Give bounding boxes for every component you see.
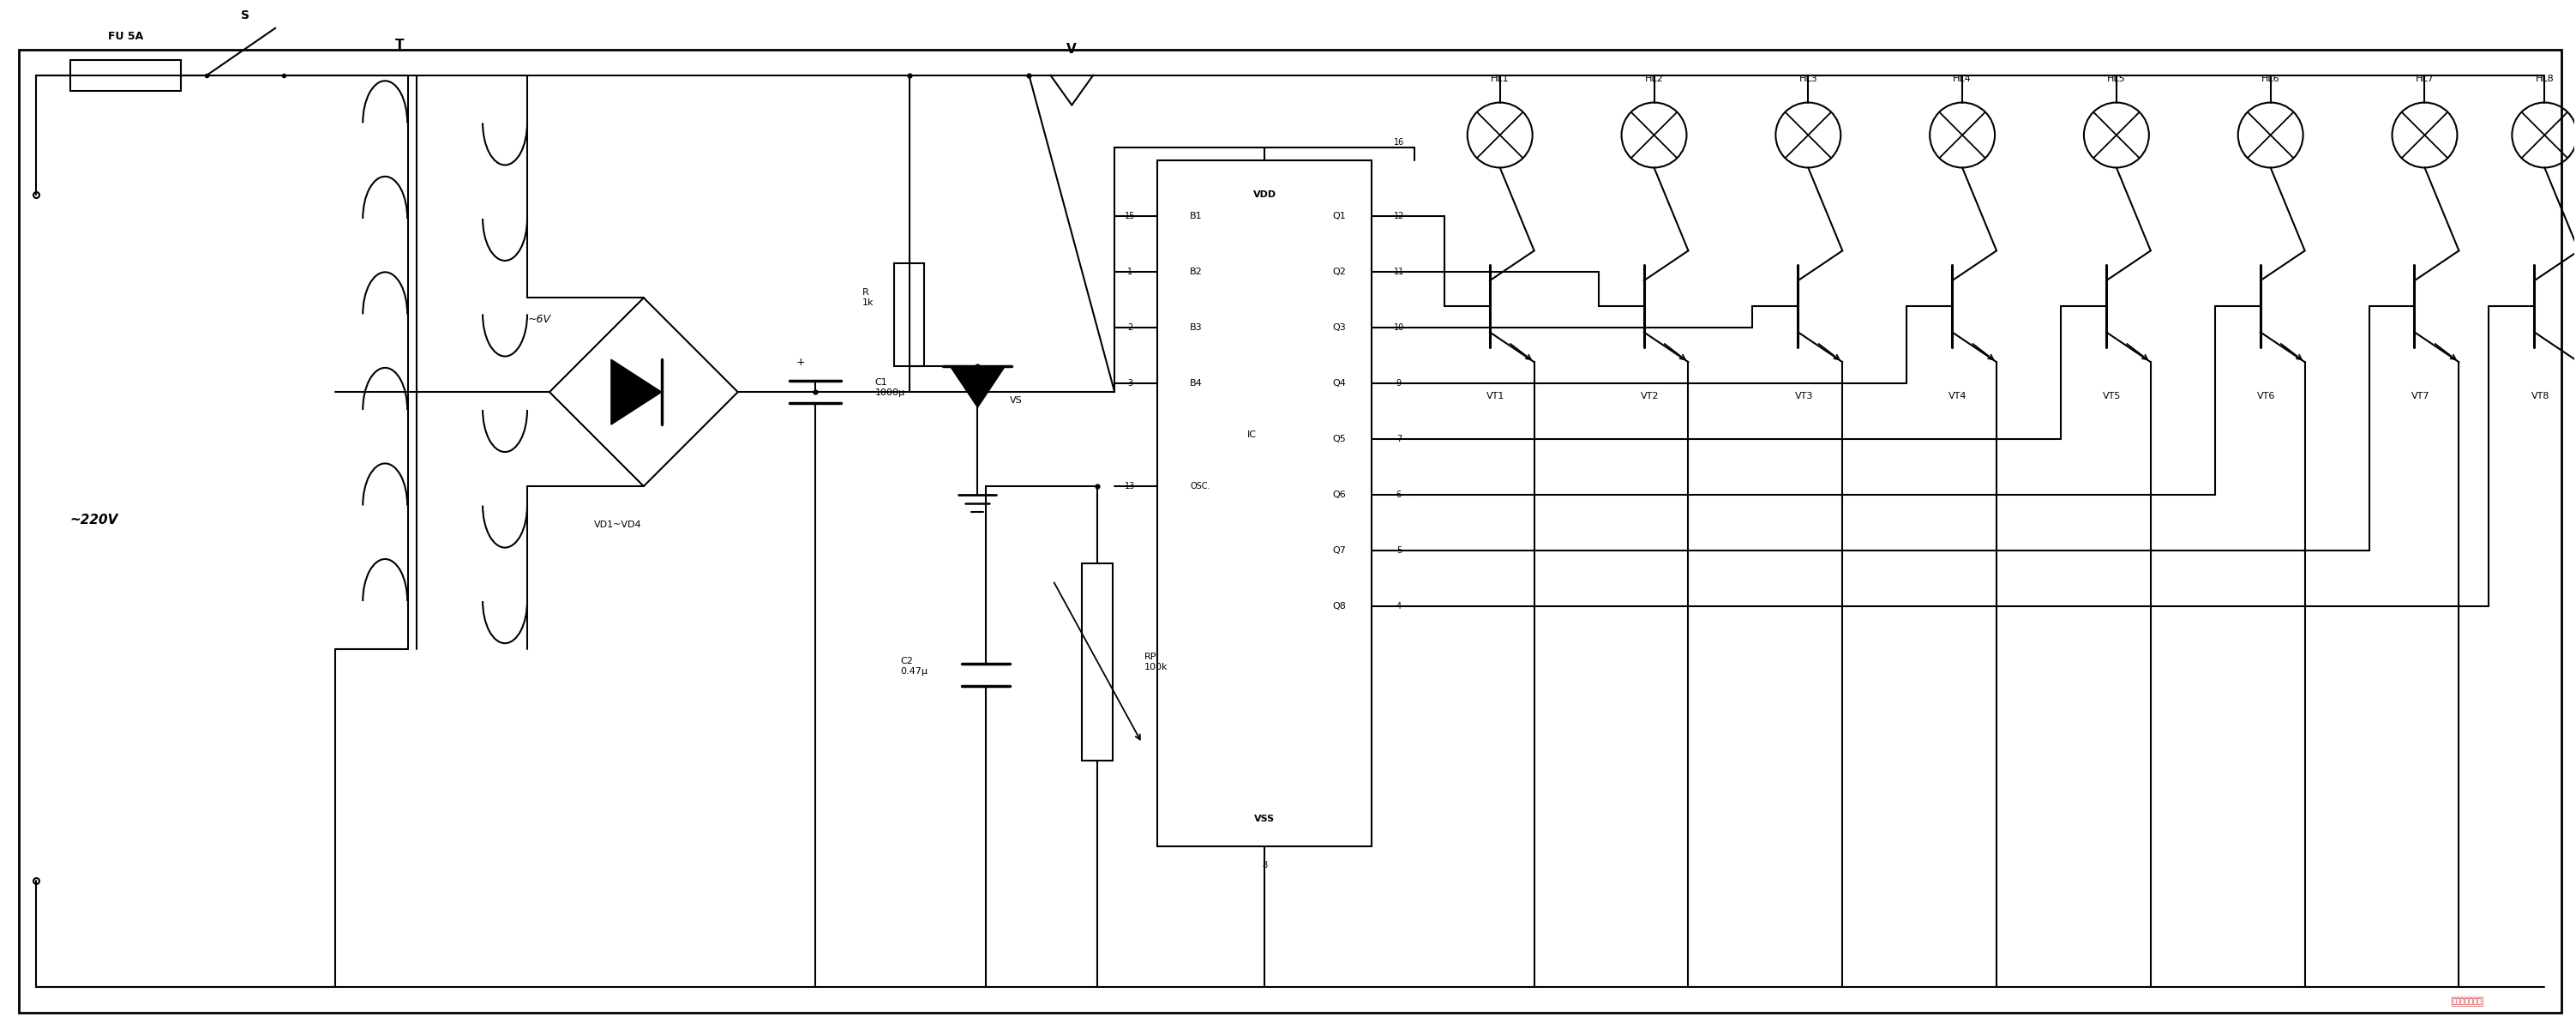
Text: V: V bbox=[1066, 43, 1077, 56]
Text: 7: 7 bbox=[1396, 435, 1401, 443]
Text: 15: 15 bbox=[1126, 212, 1136, 220]
Text: HL8: HL8 bbox=[2535, 75, 2553, 83]
Bar bbox=[1157, 160, 1370, 846]
Text: 10: 10 bbox=[1394, 324, 1404, 332]
Text: VT4: VT4 bbox=[1950, 392, 1968, 401]
Text: C1
1000μ: C1 1000μ bbox=[876, 379, 904, 397]
Text: VT3: VT3 bbox=[1795, 392, 1814, 401]
Text: 11: 11 bbox=[1394, 268, 1404, 276]
Text: Q5: Q5 bbox=[1332, 435, 1345, 443]
Text: 3: 3 bbox=[1128, 379, 1133, 388]
Text: HL6: HL6 bbox=[2262, 75, 2280, 83]
Text: OSC.: OSC. bbox=[1190, 482, 1211, 491]
Text: +: + bbox=[796, 356, 804, 367]
Bar bbox=[894, 264, 925, 366]
Bar bbox=[1082, 563, 1113, 761]
Text: R
1k: R 1k bbox=[863, 289, 873, 307]
Text: VDD: VDD bbox=[1252, 190, 1275, 200]
Text: 2: 2 bbox=[1128, 324, 1133, 332]
Text: HL7: HL7 bbox=[2416, 75, 2434, 83]
Text: 6: 6 bbox=[1396, 491, 1401, 499]
Text: B3: B3 bbox=[1190, 324, 1203, 332]
Text: B4: B4 bbox=[1190, 379, 1203, 388]
Text: FU 5A: FU 5A bbox=[108, 31, 144, 42]
Text: HL1: HL1 bbox=[1492, 75, 1510, 83]
Text: Q2: Q2 bbox=[1332, 268, 1345, 276]
Text: B2: B2 bbox=[1190, 268, 1203, 276]
Bar bbox=[70, 60, 180, 90]
Text: HL4: HL4 bbox=[1953, 75, 1971, 83]
Text: VT5: VT5 bbox=[2102, 392, 2120, 401]
Text: T: T bbox=[394, 38, 404, 52]
Text: HL2: HL2 bbox=[1643, 75, 1664, 83]
Text: 8: 8 bbox=[1262, 860, 1267, 869]
Text: Q6: Q6 bbox=[1332, 491, 1345, 499]
Text: VT7: VT7 bbox=[2411, 392, 2429, 401]
Text: VT8: VT8 bbox=[2532, 392, 2550, 401]
Text: HL5: HL5 bbox=[2107, 75, 2125, 83]
Text: ~220V: ~220V bbox=[70, 514, 118, 527]
Text: VT2: VT2 bbox=[1641, 392, 1659, 401]
Text: VD1~VD4: VD1~VD4 bbox=[595, 521, 641, 529]
Text: VT6: VT6 bbox=[2257, 392, 2275, 401]
Polygon shape bbox=[951, 366, 1005, 408]
Text: Q3: Q3 bbox=[1332, 324, 1345, 332]
Text: Q7: Q7 bbox=[1332, 546, 1345, 555]
Text: Q4: Q4 bbox=[1332, 379, 1345, 388]
Text: RP
100k: RP 100k bbox=[1144, 652, 1167, 671]
Text: 爱板库电子书库: 爱板库电子书库 bbox=[2452, 998, 2483, 1006]
Text: 12: 12 bbox=[1394, 212, 1404, 220]
Text: 4: 4 bbox=[1396, 602, 1401, 611]
Text: 16: 16 bbox=[1394, 138, 1404, 146]
Text: VT1: VT1 bbox=[1486, 392, 1504, 401]
Text: ~6V: ~6V bbox=[528, 314, 551, 325]
Text: B1: B1 bbox=[1190, 212, 1203, 220]
Text: Q1: Q1 bbox=[1332, 212, 1345, 220]
Text: Q8: Q8 bbox=[1332, 602, 1345, 611]
Text: VSS: VSS bbox=[1255, 815, 1275, 823]
Text: 5: 5 bbox=[1396, 546, 1401, 555]
Text: 9: 9 bbox=[1396, 379, 1401, 388]
Text: 1: 1 bbox=[1128, 268, 1133, 276]
Text: IC: IC bbox=[1247, 431, 1257, 439]
Text: VS: VS bbox=[1010, 396, 1023, 405]
Text: 13: 13 bbox=[1126, 482, 1136, 491]
Text: S: S bbox=[242, 9, 250, 21]
Polygon shape bbox=[611, 359, 662, 424]
Text: HL3: HL3 bbox=[1798, 75, 1819, 83]
Text: C2
0.47μ: C2 0.47μ bbox=[902, 657, 927, 676]
